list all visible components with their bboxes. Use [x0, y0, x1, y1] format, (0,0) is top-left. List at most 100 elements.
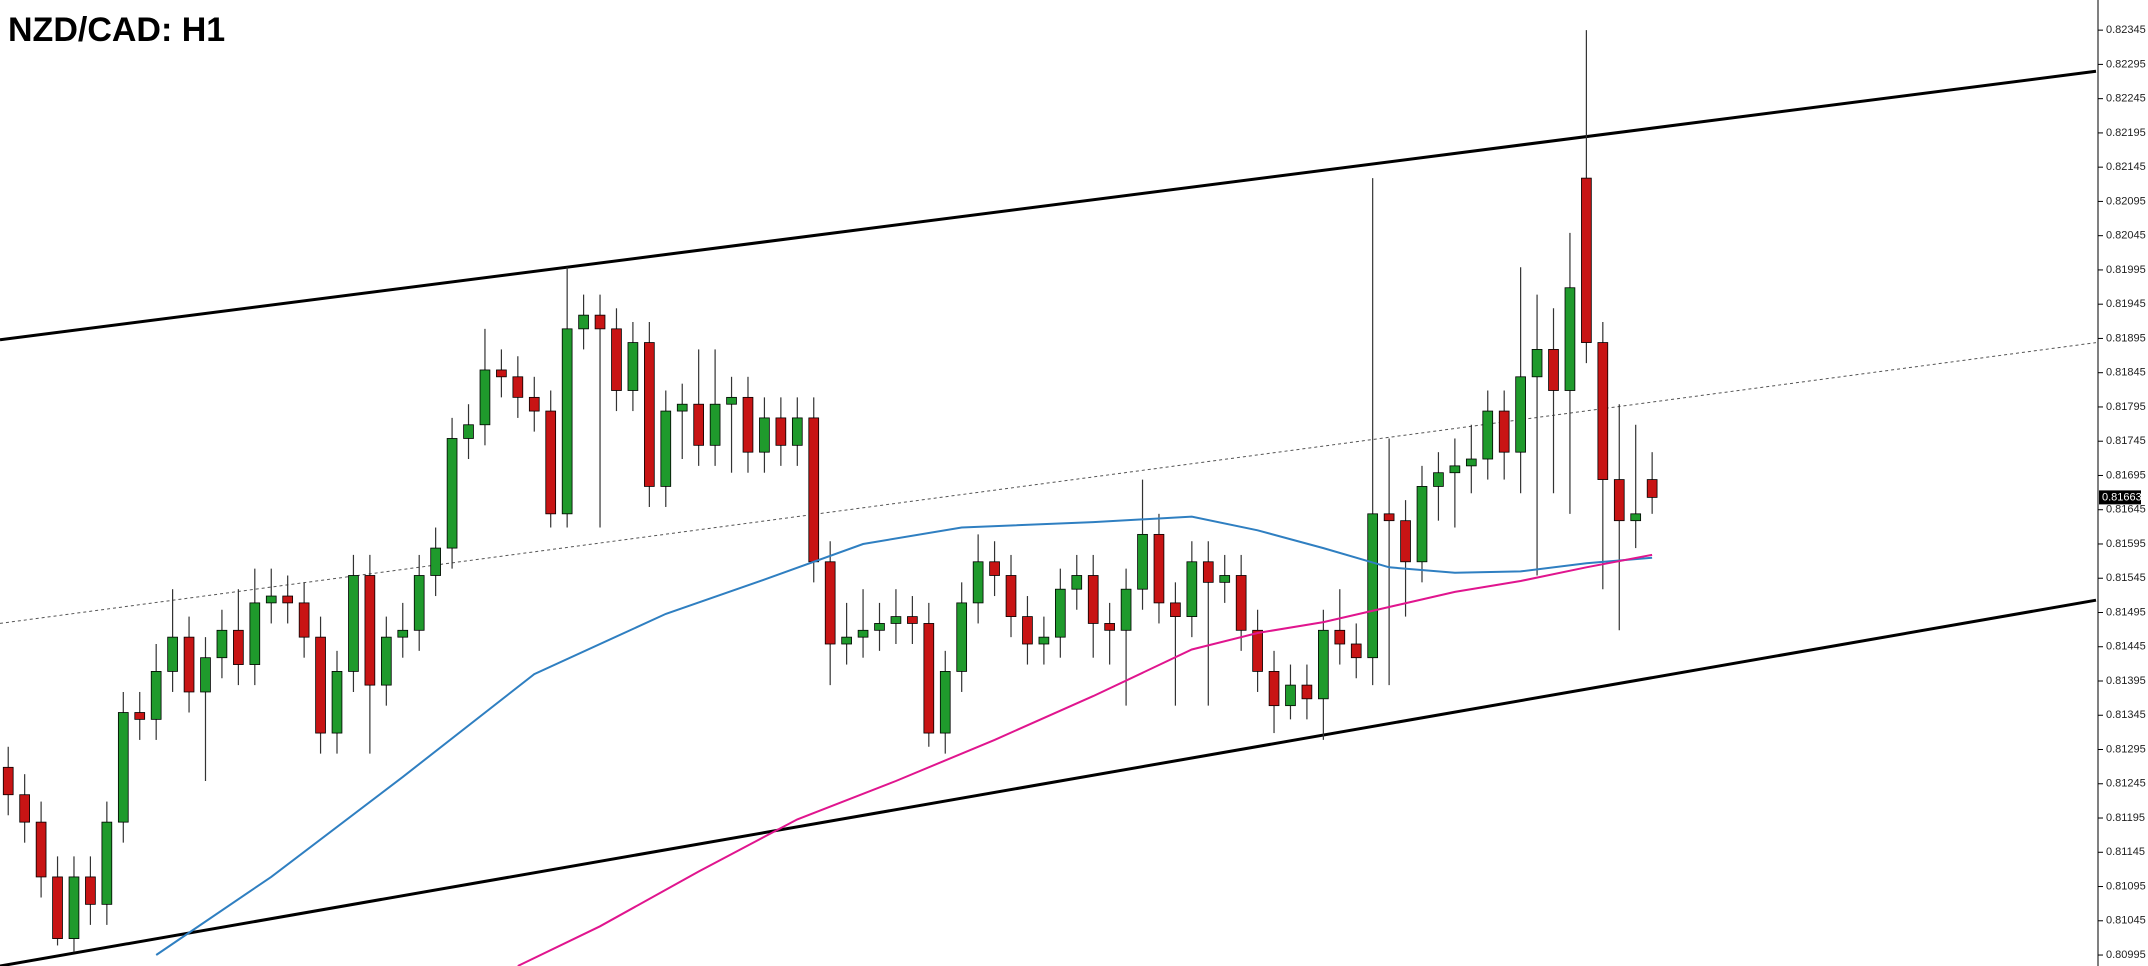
candle-body: [693, 403, 704, 446]
candle-body: [726, 396, 737, 405]
candle-body: [233, 629, 244, 665]
y-tick-label: 0.81695: [2106, 469, 2146, 481]
candle-body: [1334, 629, 1346, 645]
candle-body: [1465, 458, 1477, 467]
candle-body: [989, 561, 1000, 576]
moving-average: [155, 515, 1653, 956]
y-tick-label: 0.81595: [2106, 538, 2146, 550]
candle-body: [265, 595, 277, 604]
candle-body: [463, 424, 474, 439]
candle-body: [1515, 376, 1526, 453]
y-tick-label: 0.81345: [2106, 709, 2146, 721]
candle-body: [1219, 575, 1231, 583]
candle-body: [808, 417, 820, 563]
candle-body: [1498, 410, 1510, 453]
y-tick-label: 0.82145: [2106, 161, 2146, 173]
candle-body: [1104, 623, 1115, 631]
candle-body: [611, 328, 622, 391]
candle-body: [1186, 561, 1198, 617]
y-tick-label: 0.81495: [2106, 606, 2146, 618]
candle-body: [1137, 533, 1148, 590]
candle-body: [249, 602, 261, 665]
last-price-label: 0.81663: [2102, 491, 2142, 503]
candle-body: [68, 876, 80, 939]
candle-body: [430, 547, 441, 576]
chart-title: NZD/CAD: H1: [8, 11, 225, 49]
y-tick-label: 0.81195: [2106, 812, 2145, 824]
candle-body: [561, 328, 573, 515]
candle-body: [528, 396, 540, 412]
candle-body: [1252, 629, 1263, 672]
candle-body: [1071, 575, 1083, 590]
candle-body: [380, 636, 392, 686]
candle-body: [956, 602, 968, 672]
candle-body: [1038, 636, 1050, 645]
y-tick-label: 0.82045: [2106, 230, 2146, 242]
candle-body: [117, 712, 129, 823]
candle-body: [1597, 342, 1609, 480]
y-tick-label: 0.81045: [2106, 915, 2146, 927]
candle-body: [578, 314, 589, 330]
candle-body: [923, 623, 935, 734]
candle-body: [1400, 520, 1411, 563]
trendline: [0, 69, 2097, 342]
y-tick-label: 0.81645: [2106, 504, 2146, 516]
candle-body: [1581, 177, 1592, 343]
candle-body: [1120, 588, 1132, 631]
candle-body: [134, 712, 146, 720]
candle-body: [1449, 465, 1461, 474]
y-tick-label: 0.82295: [2106, 58, 2146, 70]
candle-body: [282, 595, 294, 604]
candle-body: [1383, 513, 1395, 522]
y-tick-label: 0.82095: [2106, 195, 2146, 207]
candle-body: [660, 410, 672, 487]
candle-body: [1613, 479, 1625, 522]
candle-body: [101, 821, 113, 905]
candle-body: [907, 616, 918, 624]
candle-body: [1646, 479, 1658, 498]
y-tick-label: 0.81995: [2106, 264, 2146, 276]
y-tick-label: 0.81795: [2106, 401, 2146, 413]
candle-body: [315, 636, 326, 734]
candle-body: [890, 616, 902, 624]
y-tick-label: 0.81845: [2106, 367, 2146, 379]
candle-body: [364, 575, 376, 686]
candle-body: [1548, 349, 1559, 391]
candle-body: [594, 314, 606, 330]
moving-average: [517, 553, 1653, 966]
candle-body: [2, 766, 14, 796]
candle-body: [167, 636, 178, 672]
candle-body: [200, 657, 211, 693]
last-price-tag: [2099, 490, 2141, 505]
y-tick-label: 0.81445: [2106, 641, 2146, 653]
y-tick-label: 0.81895: [2106, 332, 2146, 344]
y-tick-label: 0.82345: [2106, 24, 2146, 36]
candle-body: [1416, 486, 1428, 563]
trendline: [0, 598, 2097, 966]
y-tick-label: 0.80995: [2106, 949, 2146, 961]
y-tick-label: 0.81395: [2106, 675, 2146, 687]
candle-body: [627, 342, 639, 391]
candle-body: [857, 629, 869, 638]
candle-body: [874, 623, 885, 631]
candle-body: [1005, 575, 1017, 617]
candle-body: [1054, 588, 1066, 638]
candle-body: [85, 876, 96, 905]
y-tick-label: 0.81095: [2106, 880, 2146, 892]
candle-body: [1630, 513, 1642, 522]
candle-body: [35, 821, 47, 878]
candle-body: [397, 629, 409, 638]
candle-body: [1564, 287, 1576, 391]
candle-body: [1153, 533, 1165, 604]
y-tick-label: 0.81145: [2106, 846, 2145, 858]
candle-body: [1285, 684, 1296, 707]
candle-body: [216, 629, 228, 659]
candle-body: [496, 369, 507, 378]
candle-body: [775, 417, 787, 446]
trendline: [0, 342, 2097, 624]
candle-body: [1202, 561, 1214, 583]
y-tick-label: 0.81245: [2106, 778, 2146, 790]
